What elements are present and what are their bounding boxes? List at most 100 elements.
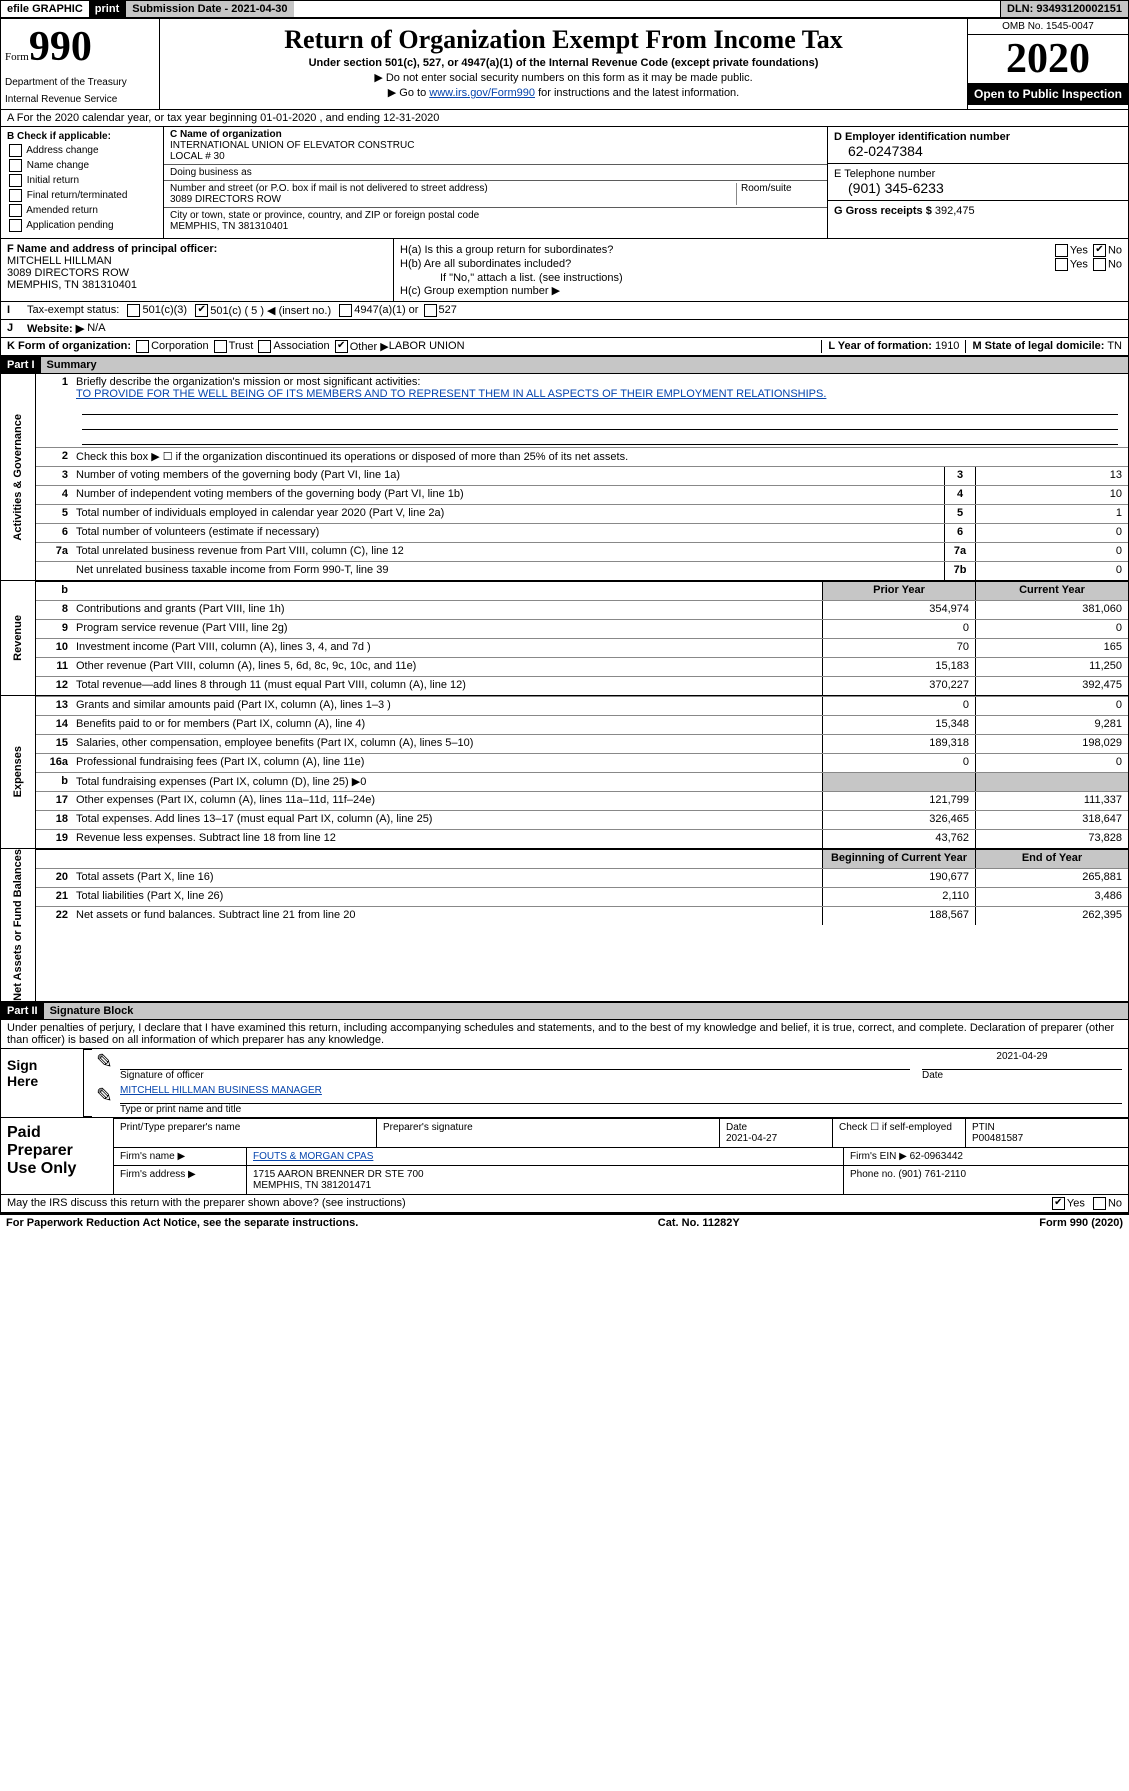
part1-title: Summary — [41, 357, 1128, 373]
section-f: F Name and address of principal officer:… — [1, 239, 394, 301]
pp-date-hdr: Date2021-04-27 — [719, 1119, 832, 1147]
dept-treasury: Department of the Treasury — [5, 77, 155, 88]
cb-address-change[interactable]: Address change — [7, 144, 157, 157]
open-public: Open to Public Inspection — [968, 83, 1128, 105]
spine-expenses: Expenses — [12, 746, 24, 797]
hdr-begin: Beginning of Current Year — [822, 850, 975, 868]
ha-yes[interactable] — [1055, 244, 1068, 257]
irs-link[interactable]: www.irs.gov/Form990 — [429, 87, 535, 99]
dln-label: DLN: 93493120002151 — [1000, 1, 1128, 17]
table-row: 20Total assets (Part X, line 16)190,6772… — [36, 868, 1128, 887]
spine-netassets: Net Assets or Fund Balances — [12, 849, 24, 1001]
table-row: 19Revenue less expenses. Subtract line 1… — [36, 829, 1128, 848]
year-cell: OMB No. 1545-0047 2020 Open to Public In… — [968, 19, 1128, 109]
sig-date: 2021-04-29 — [922, 1051, 1122, 1070]
firm-ein: 62-0963442 — [910, 1151, 963, 1162]
footer: For Paperwork Reduction Act Notice, see … — [0, 1213, 1129, 1231]
cb-501c[interactable] — [195, 304, 208, 317]
pen-icon-2: ✎ — [92, 1083, 114, 1117]
table-row: 21Total liabilities (Part X, line 26)2,1… — [36, 887, 1128, 906]
cb-application-pending[interactable]: Application pending — [7, 219, 157, 232]
firm-phone: (901) 761-2110 — [898, 1169, 966, 1180]
table-row: 15Salaries, other compensation, employee… — [36, 734, 1128, 753]
table-row: 8Contributions and grants (Part VIII, li… — [36, 600, 1128, 619]
sig-date-label: Date — [922, 1070, 943, 1081]
cb-initial-return[interactable]: Initial return — [7, 174, 157, 187]
sig-officer-label: Signature of officer — [120, 1070, 204, 1081]
table-row: 3Number of voting members of the governi… — [36, 466, 1128, 485]
spine-governance: Activities & Governance — [12, 414, 24, 541]
table-row: Net unrelated business taxable income fr… — [36, 561, 1128, 580]
discuss-line: May the IRS discuss this return with the… — [0, 1194, 1129, 1213]
subtitle-3: ▶ Go to www.irs.gov/Form990 for instruct… — [170, 86, 957, 99]
part1-bar: Part I — [1, 357, 41, 373]
paid-preparer-label: PaidPreparerUse Only — [1, 1118, 113, 1194]
cb-501c3[interactable] — [127, 304, 140, 317]
cb-trust[interactable] — [214, 340, 227, 353]
discuss-no[interactable] — [1093, 1197, 1106, 1210]
room-suite: Room/suite — [736, 183, 821, 205]
hdr-current: Current Year — [975, 582, 1128, 600]
ha-no[interactable] — [1093, 244, 1106, 257]
pp-sig-hdr: Preparer's signature — [376, 1119, 719, 1147]
form-title: Return of Organization Exempt From Incom… — [170, 25, 957, 55]
table-row: 10Investment income (Part VIII, column (… — [36, 638, 1128, 657]
cb-corp[interactable] — [136, 340, 149, 353]
table-row: 22Net assets or fund balances. Subtract … — [36, 906, 1128, 925]
spine-revenue: Revenue — [12, 615, 24, 661]
submission-date: Submission Date - 2021-04-30 — [125, 1, 293, 17]
cb-assoc[interactable] — [258, 340, 271, 353]
section-b: B Check if applicable: Address change Na… — [1, 127, 164, 238]
top-bar: efile GRAPHIC print Submission Date - 20… — [0, 0, 1129, 18]
part2-title: Signature Block — [44, 1003, 1128, 1019]
subtitle-1: Under section 501(c), 527, or 4947(a)(1)… — [170, 57, 957, 69]
table-row: 6Total number of volunteers (estimate if… — [36, 523, 1128, 542]
table-row: 18Total expenses. Add lines 13–17 (must … — [36, 810, 1128, 829]
perjury-text: Under penalties of perjury, I declare th… — [0, 1019, 1129, 1048]
pp-ptin: PTINP00481587 — [965, 1119, 1128, 1147]
mission-text[interactable]: TO PROVIDE FOR THE WELL BEING OF ITS MEM… — [76, 388, 826, 400]
sign-here-label: SignHere — [1, 1049, 83, 1117]
form-number: 990 — [29, 24, 92, 70]
cb-final-return[interactable]: Final return/terminated — [7, 189, 157, 202]
tax-year: 2020 — [968, 35, 1128, 83]
table-row: 14Benefits paid to or for members (Part … — [36, 715, 1128, 734]
officer-name[interactable]: MITCHELL HILLMAN BUSINESS MANAGER — [120, 1085, 322, 1096]
efile-label: efile GRAPHIC — [1, 1, 89, 17]
cb-amended[interactable]: Amended return — [7, 204, 157, 217]
print-name-label: Type or print name and title — [120, 1104, 241, 1115]
table-row: 11Other revenue (Part VIII, column (A), … — [36, 657, 1128, 676]
line-i: I Tax-exempt status: 501(c)(3) 501(c) ( … — [0, 301, 1129, 319]
cb-name-change[interactable]: Name change — [7, 159, 157, 172]
table-row: 12Total revenue—add lines 8 through 11 (… — [36, 676, 1128, 695]
phone-value: (901) 345-6233 — [834, 180, 1122, 196]
part2-bar: Part II — [1, 1003, 44, 1019]
cb-4947[interactable] — [339, 304, 352, 317]
table-row: 7aTotal unrelated business revenue from … — [36, 542, 1128, 561]
firm-name[interactable]: FOUTS & MORGAN CPAS — [253, 1151, 373, 1162]
hdr-end: End of Year — [975, 850, 1128, 868]
table-row: 4Number of independent voting members of… — [36, 485, 1128, 504]
line-j: JWebsite: ▶ N/A — [0, 319, 1129, 337]
section-c: C Name of organizationINTERNATIONAL UNIO… — [164, 127, 827, 238]
hb-no[interactable] — [1093, 258, 1106, 271]
line-klm: K Form of organization: Corporation Trus… — [0, 337, 1129, 356]
right-column-deg: D Employer identification number62-02473… — [827, 127, 1128, 238]
cb-other[interactable] — [335, 340, 348, 353]
pen-icon: ✎ — [92, 1049, 114, 1083]
line-a: A For the 2020 calendar year, or tax yea… — [0, 109, 1129, 126]
form-word: Form — [5, 51, 29, 63]
pp-self-emp[interactable]: Check ☐ if self-employed — [832, 1119, 965, 1147]
table-row: bTotal fundraising expenses (Part IX, co… — [36, 772, 1128, 791]
cb-527[interactable] — [424, 304, 437, 317]
omb-number: OMB No. 1545-0047 — [968, 19, 1128, 35]
title-cell: Return of Organization Exempt From Incom… — [159, 19, 968, 109]
print-button[interactable]: print — [89, 1, 125, 17]
discuss-yes[interactable] — [1052, 1197, 1065, 1210]
table-row: 5Total number of individuals employed in… — [36, 504, 1128, 523]
dept-irs: Internal Revenue Service — [5, 94, 155, 105]
table-row: 17Other expenses (Part IX, column (A), l… — [36, 791, 1128, 810]
pp-name-hdr: Print/Type preparer's name — [113, 1119, 376, 1147]
form-id-cell: Form990 Department of the Treasury Inter… — [1, 19, 159, 109]
hb-yes[interactable] — [1055, 258, 1068, 271]
